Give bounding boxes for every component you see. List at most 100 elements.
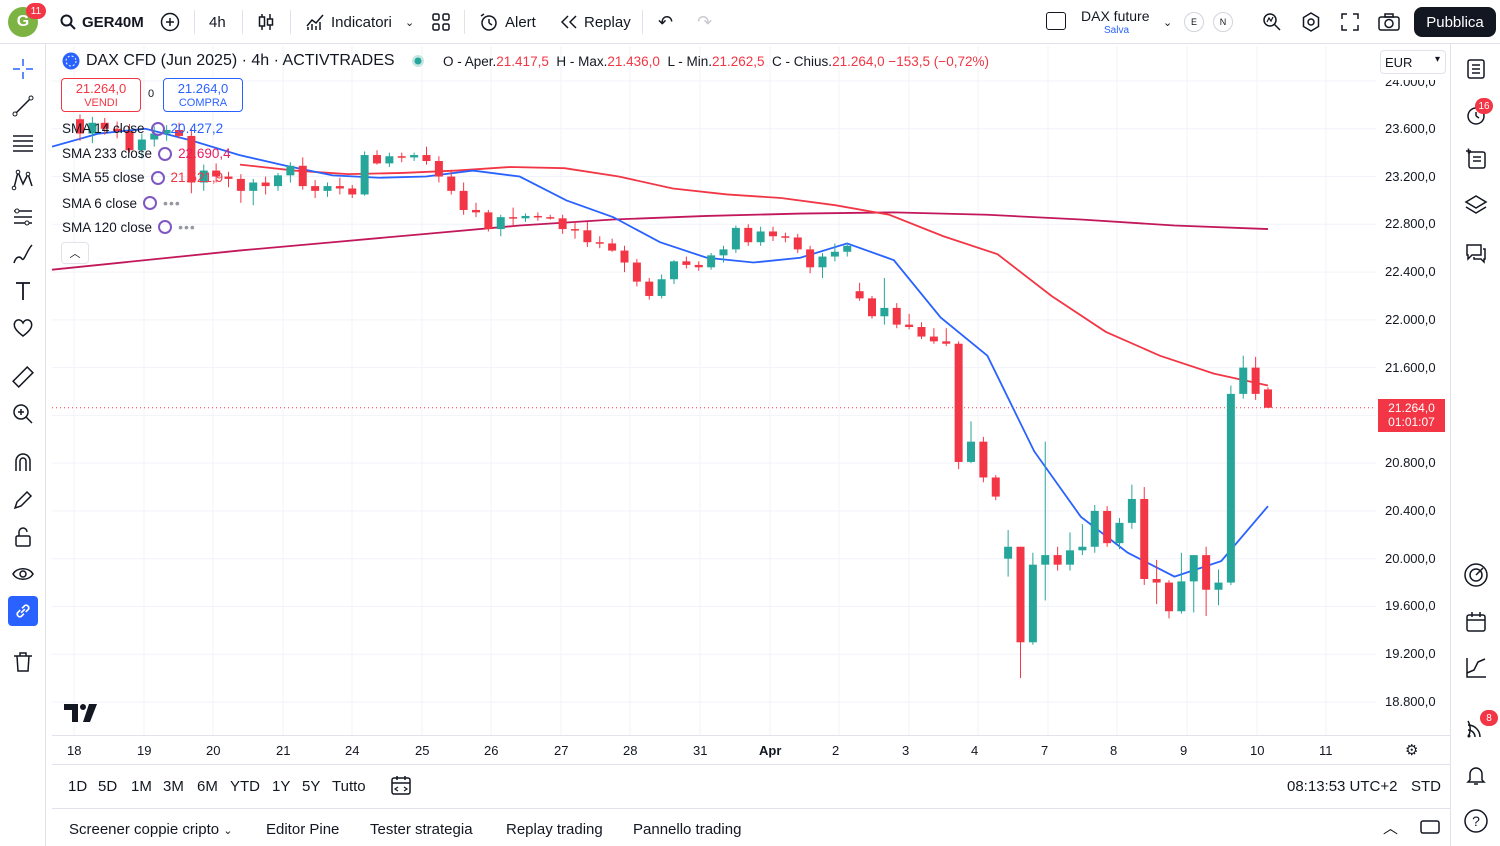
candle-body xyxy=(818,256,827,268)
economic-events-toggle[interactable]: E xyxy=(1184,12,1204,32)
quick-search-button[interactable] xyxy=(1262,0,1282,44)
indicator-sma14[interactable]: SMA 14 close 20.427,2 xyxy=(62,121,223,136)
range-button-1m[interactable]: 1M xyxy=(131,778,152,795)
chart-legend-title[interactable]: DAX CFD (Jun 2025) · 4h · ACTIVTRADES xyxy=(62,52,425,70)
sync-drawings-tool[interactable] xyxy=(8,596,38,626)
trend-line-icon xyxy=(12,95,34,117)
stay-drawing-tool[interactable] xyxy=(8,485,38,515)
projection-tool[interactable] xyxy=(8,202,38,232)
hide-tool[interactable] xyxy=(8,559,38,589)
candle xyxy=(546,214,555,220)
candle xyxy=(991,475,1000,501)
more-dots-icon[interactable]: ••• xyxy=(178,219,196,235)
range-button-6m[interactable]: 6M xyxy=(197,778,218,795)
crosshair-tool[interactable] xyxy=(8,54,38,84)
ideas-button[interactable] xyxy=(1461,653,1491,683)
undo-button[interactable]: ↶ xyxy=(658,0,673,44)
source-icon[interactable] xyxy=(158,220,173,234)
goto-date-button[interactable] xyxy=(390,774,412,801)
source-icon[interactable] xyxy=(143,196,158,210)
range-button-5d[interactable]: 5D xyxy=(98,778,118,795)
tab-pine-editor[interactable]: Editor Pine xyxy=(266,821,339,838)
candle-body xyxy=(682,261,691,265)
clock-label[interactable]: 08:13:53 UTC+2 xyxy=(1287,778,1398,795)
object-tree-button[interactable] xyxy=(1461,144,1491,174)
pattern-tool[interactable] xyxy=(8,165,38,195)
interval-button[interactable]: 4h xyxy=(209,0,226,44)
remove-drawings-tool[interactable] xyxy=(8,647,38,677)
calendar-button[interactable] xyxy=(1461,607,1491,637)
more-dots-icon[interactable]: ••• xyxy=(163,195,181,211)
brush-tool[interactable] xyxy=(8,239,38,269)
candle-body xyxy=(212,170,221,177)
redo-button[interactable]: ↷ xyxy=(697,0,712,44)
expand-panel-button[interactable]: ︿ xyxy=(1383,817,1398,838)
range-button-5y[interactable]: 5Y xyxy=(302,778,321,795)
source-icon[interactable] xyxy=(158,146,173,161)
price-tick: 24.000,0 xyxy=(1385,74,1436,89)
symbol-search-button[interactable]: GER40M xyxy=(60,0,144,44)
publish-button[interactable]: Pubblica xyxy=(1414,7,1496,37)
sell-button[interactable]: 21.264,0 VENDI xyxy=(61,78,141,112)
buy-button[interactable]: 21.264,0 COMPRA xyxy=(163,78,243,112)
help-button[interactable]: ? xyxy=(1461,806,1491,836)
layout-dropdown[interactable]: ⌄ xyxy=(1163,0,1172,44)
tab-replay-trading[interactable]: Replay trading xyxy=(506,821,603,838)
streams-button[interactable] xyxy=(1461,714,1491,744)
right-sidebar: 16 8 ? xyxy=(1450,44,1500,846)
fib-tool[interactable] xyxy=(8,128,38,158)
snapshot-button[interactable] xyxy=(1378,0,1400,44)
layout-checkbox[interactable] xyxy=(1046,12,1066,30)
replay-button[interactable]: Replay xyxy=(560,0,631,44)
alert-button[interactable]: Alert xyxy=(479,0,536,44)
watchlist-button[interactable] xyxy=(1461,54,1491,84)
indicator-sma55[interactable]: SMA 55 close 21.521,9 xyxy=(62,170,223,185)
text-tool[interactable] xyxy=(8,276,38,306)
news-toggle[interactable]: N xyxy=(1213,12,1233,32)
favorites-tool[interactable] xyxy=(8,313,38,343)
range-button-tutto[interactable]: Tutto xyxy=(332,778,366,795)
indicators-button[interactable]: Indicatori xyxy=(305,0,392,44)
axis-settings-button[interactable]: ⚙ xyxy=(1405,741,1418,759)
source-icon[interactable] xyxy=(150,170,165,185)
candle xyxy=(509,207,518,227)
layers-button[interactable] xyxy=(1461,190,1491,220)
compare-button[interactable] xyxy=(160,0,180,44)
notifications-button[interactable] xyxy=(1461,760,1491,790)
range-button-ytd[interactable]: YTD xyxy=(230,778,260,795)
templates-button[interactable] xyxy=(432,0,450,44)
indicator-sma6[interactable]: SMA 6 close ••• xyxy=(62,195,181,211)
range-button-3m[interactable]: 3M xyxy=(163,778,184,795)
range-button-1d[interactable]: 1D xyxy=(68,778,88,795)
fullscreen-button[interactable] xyxy=(1341,0,1359,44)
indicator-sma120[interactable]: SMA 120 close ••• xyxy=(62,219,196,235)
chart-type-button[interactable] xyxy=(257,0,275,44)
ruler-icon xyxy=(12,366,34,388)
tab-strategy-tester[interactable]: Tester strategia xyxy=(370,821,473,838)
layout-title[interactable]: DAX future xyxy=(1081,8,1150,24)
indicator-sma233[interactable]: SMA 233 close 22.690,4 xyxy=(62,146,231,161)
zoom-tool[interactable] xyxy=(8,399,38,429)
candle-body xyxy=(608,243,617,251)
tab-crypto-screener[interactable]: Screener coppie cripto ⌄ xyxy=(69,821,232,838)
maximize-panel-button[interactable] xyxy=(1420,818,1440,840)
range-button-1y[interactable]: 1Y xyxy=(272,778,291,795)
settings-button[interactable] xyxy=(1301,0,1321,44)
currency-select[interactable]: EUR ▾ xyxy=(1380,50,1446,74)
candle-body xyxy=(1090,510,1099,547)
crosshair-icon xyxy=(13,59,33,79)
trend-line-tool[interactable] xyxy=(8,91,38,121)
candle-body xyxy=(125,131,134,151)
collapse-legend-button[interactable]: ︿ xyxy=(61,242,89,264)
price-chart[interactable] xyxy=(52,46,1450,763)
source-icon[interactable] xyxy=(150,121,165,136)
indicators-dropdown[interactable]: ⌄ xyxy=(405,0,414,44)
chats-button[interactable] xyxy=(1461,238,1491,268)
candle-body xyxy=(286,165,295,176)
measure-tool[interactable] xyxy=(8,362,38,392)
lock-tool[interactable] xyxy=(8,522,38,552)
tab-trading-panel[interactable]: Pannello trading xyxy=(633,821,741,838)
signals-button[interactable] xyxy=(1461,560,1491,590)
session-label[interactable]: STD xyxy=(1411,778,1441,795)
magnet-tool[interactable] xyxy=(8,448,38,478)
